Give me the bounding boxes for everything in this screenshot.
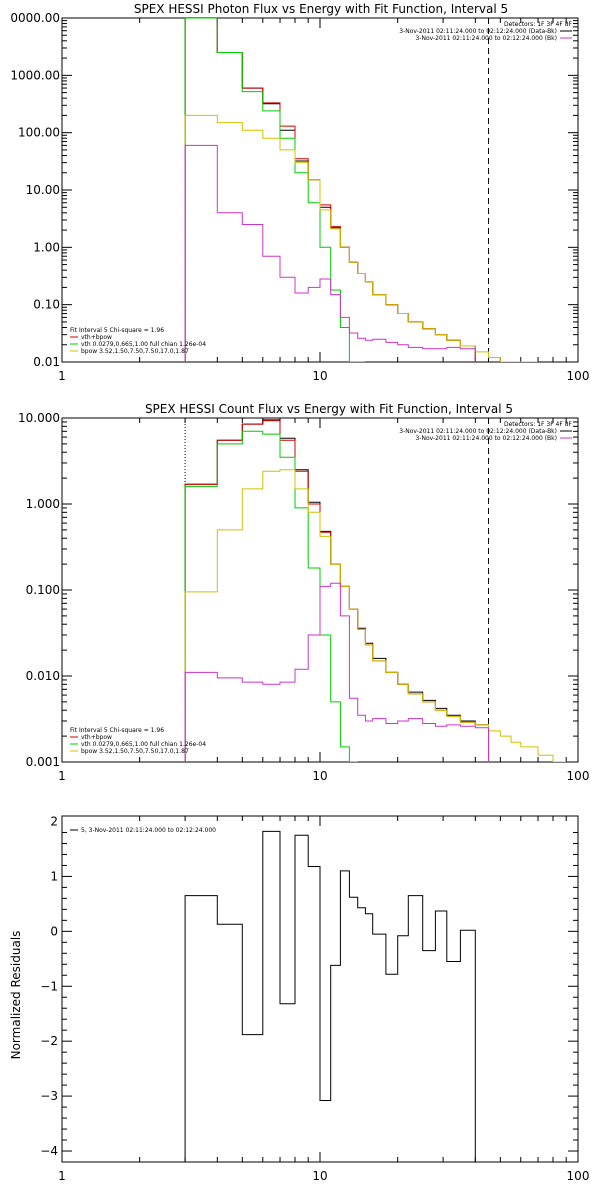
- y-tick-label: 0000.00: [10, 11, 60, 25]
- y-tick-label: −2: [40, 1034, 58, 1048]
- series-line-4: [184, 582, 489, 762]
- series-group: [184, 18, 538, 362]
- residuals-panel: Normalized Residuals 1 10 100 −4 −3 −2 −1 0 1 2 5,…: [9, 814, 589, 1183]
- legend-label: 3-Nov-2011 02:11:24.000 to 02:12:24.000 …: [415, 435, 557, 442]
- legend-label: 3-Nov-2011 02:11:24.000 to 02:12:24.000 …: [399, 428, 557, 435]
- x-tick-label: 100: [567, 369, 590, 383]
- photon-flux-panel: SPEX HESSI Photon Flux vs Energy with Fi…: [10, 2, 589, 383]
- legend-label: vth+bpow: [81, 734, 112, 741]
- y-tick-label: 1.00: [33, 240, 60, 254]
- y-tick-label: 0.01: [33, 355, 60, 369]
- x-tick-label: 100: [567, 1169, 590, 1183]
- count-flux-title: SPEX HESSI Count Flux vs Energy with Fit…: [145, 402, 513, 416]
- x-tick-label: 10: [312, 1169, 327, 1183]
- series-group: [184, 419, 567, 762]
- y-tick-label: 10.000: [18, 411, 60, 425]
- y-tick-label: 0.010: [26, 669, 60, 683]
- y-tick-label: 10.00: [26, 183, 60, 197]
- y-tick-label: 0.100: [26, 583, 60, 597]
- series-line-1: [184, 420, 489, 762]
- series-line-0: [184, 830, 476, 1162]
- y-tick-label: −4: [40, 1144, 58, 1158]
- legend-label: 5, 3-Nov-2011 02:11:24.000 to 02:12:24.0…: [81, 827, 216, 834]
- legend-label: vth 0.0279,0.665,1.00 full chian 1.26e-0…: [81, 341, 206, 348]
- legend-header: Detectors: 1F 3F 4F 8F: [504, 21, 573, 28]
- residuals-y-axis-label: Normalized Residuals: [9, 931, 23, 1060]
- y-tick-label: −3: [40, 1089, 58, 1103]
- x-tick-label: 100: [567, 769, 590, 783]
- legend-label: 3-Nov-2011 02:11:24.000 to 02:12:24.000 …: [415, 35, 557, 42]
- x-tick-label: 1: [58, 369, 66, 383]
- y-tick-label: −1: [40, 979, 58, 993]
- series-line-3: [184, 469, 567, 762]
- legend-header: Fit Interval 5 Chi-square = 1.96: [70, 727, 164, 734]
- series-group: [184, 830, 476, 1162]
- y-tick-label: 1000.00: [10, 68, 60, 82]
- legend-header: Fit Interval 5 Chi-square = 1.96: [70, 327, 164, 334]
- legend-header: Detectors: 1F 3F 4F 8F: [504, 421, 573, 428]
- series-line-2: [184, 18, 366, 362]
- y-tick-label: 1.000: [26, 497, 60, 511]
- series-line-3: [184, 114, 538, 362]
- x-tick-label: 10: [312, 369, 327, 383]
- y-tick-label: 1: [50, 869, 58, 883]
- y-tick-label: 0: [50, 924, 58, 938]
- legend-label: vth+bpow: [81, 334, 112, 341]
- series-line-2: [184, 430, 358, 762]
- legend-label: 3-Nov-2011 02:11:24.000 to 02:12:24.000 …: [399, 28, 557, 35]
- y-tick-label: 100.00: [18, 126, 60, 140]
- legend-label: vth 0.0279,0.665,1.00 full chian 1.26e-0…: [81, 741, 206, 748]
- series-line-0: [184, 18, 476, 362]
- y-tick-label: 0.10: [33, 298, 60, 312]
- count-flux-panel: SPEX HESSI Count Flux vs Energy with Fit…: [18, 402, 589, 783]
- y-tick-label: 0.001: [26, 755, 60, 769]
- legend-label: bpow 3.52,1.50,7.50,7.50,17.0,1.87: [81, 348, 189, 355]
- series-line-4: [184, 144, 476, 362]
- y-tick-label: 2: [50, 814, 58, 828]
- legend-label: bpow 3.52,1.50,7.50,7.50,17.0,1.87: [81, 748, 189, 755]
- x-tick-label: 10: [312, 769, 327, 783]
- series-line-1: [184, 18, 476, 362]
- photon-flux-title: SPEX HESSI Photon Flux vs Energy with Fi…: [134, 2, 508, 16]
- x-tick-label: 1: [58, 1169, 66, 1183]
- x-tick-label: 1: [58, 769, 66, 783]
